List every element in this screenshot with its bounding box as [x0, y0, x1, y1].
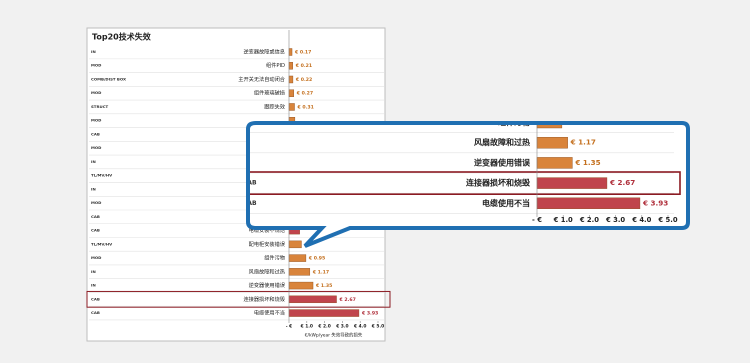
x-tick-label: € 1.0: [300, 324, 313, 330]
zoom-chart: MOD 组件污物 € 0.95 IN 风扇故障和过热 € 1.17 IN 逆变器使用错误 € 1…: [243, 117, 681, 224]
group-label: TL/MV/HV: [91, 241, 112, 246]
value-label: € 2.67: [609, 178, 635, 187]
category-label: 逆变器使用错误: [249, 281, 286, 289]
group-label: COMB/DIST BOX: [91, 76, 126, 81]
value-label: € 0.31: [297, 104, 314, 110]
highlight-box: [86, 290, 391, 308]
value-label: € 0.95: [308, 256, 325, 262]
group-label: MOD: [91, 145, 102, 150]
group-label: CAB: [91, 296, 100, 301]
value-label: € 3.93: [361, 311, 378, 317]
x-axis-label: €/kWp/year 失效导致的损失: [305, 332, 363, 339]
value-label: € 0.21: [295, 63, 312, 69]
bar: [536, 177, 608, 189]
bar: [536, 125, 563, 129]
group-label: CAB: [91, 214, 100, 219]
bar: [288, 295, 337, 304]
value-label: € 3.93: [642, 198, 668, 207]
value-label: € 1.35: [574, 158, 600, 167]
bar: [288, 62, 293, 70]
group-label: CAB: [243, 200, 257, 207]
group-label: IN: [91, 49, 96, 54]
value-label: € 2.67: [339, 297, 356, 303]
bar: [288, 281, 314, 290]
category-label: 组件污物: [498, 117, 530, 127]
bar: [288, 309, 360, 317]
group-label: IN: [91, 269, 96, 274]
group-label: IN: [91, 159, 96, 164]
zoom-callout: [246, 121, 690, 248]
group-label: CAB: [91, 131, 100, 136]
group-label: TL/MV/HV: [91, 173, 112, 178]
category-label: 配电柜安装错误: [249, 240, 286, 248]
category-label: 电缆使用不当: [254, 309, 285, 317]
value-label: € 1.35: [315, 283, 332, 289]
group-label: MOD: [91, 90, 102, 95]
group-label: CAB: [91, 228, 100, 233]
category-label: 连接器损坏和烧毁: [466, 178, 531, 188]
category-label: 跟踪失效: [264, 102, 286, 110]
bar: [288, 254, 307, 262]
bar: [536, 157, 573, 169]
group-label: MOD: [243, 119, 259, 126]
bar: [536, 197, 641, 210]
group-label: MOD: [91, 255, 102, 260]
x-tick-label: - €: [532, 216, 542, 224]
x-tick-label: € 3.0: [335, 324, 348, 330]
value-label: € 0.22: [295, 77, 312, 83]
bar: [288, 75, 294, 84]
x-tick-label: - €: [286, 324, 292, 330]
category-label: 组件污物: [264, 254, 285, 262]
value-label: € 0.17: [294, 50, 311, 56]
category-label: 逆变器使用错误: [474, 157, 531, 167]
group-label: MOD: [91, 118, 102, 123]
category-label: 主开关无法自动闭合: [238, 75, 286, 83]
value-label: € 1.17: [570, 138, 596, 147]
bar: [288, 48, 293, 56]
category-label: 逆变器故障或信息: [243, 48, 285, 56]
group-label: CAB: [91, 310, 100, 315]
category-label: 组件PID: [266, 61, 285, 69]
x-tick-label: € 2.0: [317, 324, 330, 330]
category-label: 电缆使用不当: [482, 198, 530, 208]
bar: [288, 89, 295, 97]
x-tick-label: € 5.0: [657, 216, 677, 224]
group-label: CAB: [243, 180, 257, 187]
chart-title: Top20技术失效: [92, 32, 151, 42]
x-tick-label: € 4.0: [631, 216, 651, 224]
category-label: 电缆安装不规范: [249, 226, 285, 234]
x-tick-label: € 5.0: [371, 324, 384, 330]
value-label: € 0.27: [296, 91, 313, 97]
group-label: IN: [243, 139, 250, 146]
category-label: 组件玻璃破损: [254, 89, 285, 97]
highlight-box: [250, 171, 681, 196]
value-label: € 0.95: [564, 118, 590, 127]
value-label: € 1.17: [312, 269, 329, 275]
group-label: IN: [91, 186, 96, 191]
category-label: 连接器损坏和烧毁: [243, 295, 285, 303]
group-label: STRUCT: [91, 104, 108, 109]
group-label: MOD: [91, 63, 102, 68]
x-tick-label: € 4.0: [353, 324, 366, 330]
group-label: IN: [91, 283, 96, 288]
group-label: MOD: [91, 200, 102, 205]
x-tick-label: € 1.0: [553, 216, 573, 224]
bar: [536, 136, 568, 149]
bar: [288, 103, 295, 111]
bar: [288, 268, 311, 276]
x-tick-label: € 2.0: [579, 216, 599, 224]
category-label: 风扇故障和过热: [474, 137, 530, 147]
category-label: 风扇故障和过热: [249, 267, 286, 275]
x-tick-label: € 3.0: [605, 216, 625, 224]
group-label: IN: [243, 159, 250, 166]
bar: [288, 240, 302, 249]
